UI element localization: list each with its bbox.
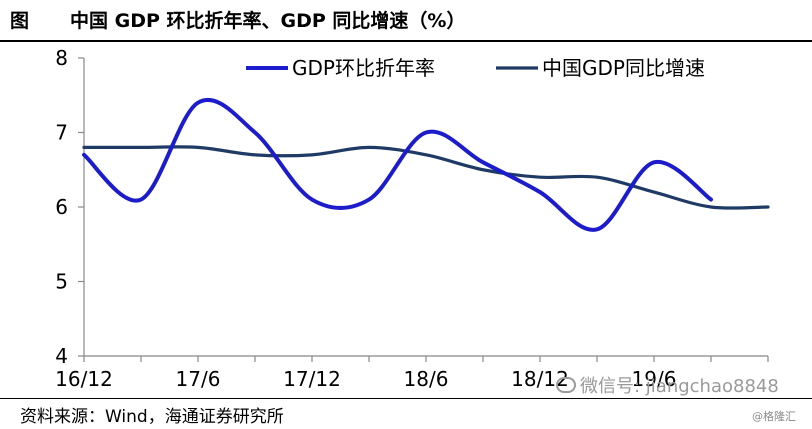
legend: GDP环比折年率 中国GDP同比增速 <box>246 56 705 80</box>
legend-label: GDP环比折年率 <box>292 56 435 80</box>
y-tick-label: 8 <box>55 46 68 70</box>
x-tick-label: 17/6 <box>176 367 221 391</box>
footer-divider <box>0 398 812 399</box>
legend-label: 中国GDP同比增速 <box>542 56 705 80</box>
title-divider <box>0 40 812 42</box>
chart-title: 中国 GDP 环比折年率、GDP 同比增速（%） <box>70 10 466 32</box>
y-tick-label: 6 <box>55 195 68 219</box>
series-layer <box>82 98 770 232</box>
y-tick-label: 5 <box>55 270 68 294</box>
x-axis: 16/12 17/6 17/12 18/6 18/12 19/6 <box>55 355 769 391</box>
series-line-gdp-qoq-annualized <box>82 98 713 232</box>
series-line-gdp-yoy <box>82 145 770 210</box>
x-tick-label: 18/6 <box>404 367 449 391</box>
watermark-sub: @格隆汇 <box>752 410 796 423</box>
wechat-icon <box>556 377 576 393</box>
y-tick-label: 4 <box>55 344 68 368</box>
figure-label: 图 <box>10 10 30 32</box>
source-note: 资料来源：Wind，海通证券研究所 <box>20 407 284 427</box>
watermark: 微信号: jiangchao8848 <box>556 372 779 398</box>
figure-header: 图 中国 GDP 环比折年率、GDP 同比增速（%） <box>0 0 812 36</box>
x-tick-label: 19/6 <box>632 367 677 391</box>
x-tick-label: 16/12 <box>55 367 113 391</box>
x-tick-label: 17/12 <box>283 367 341 391</box>
y-axis: 4 5 6 7 8 <box>55 46 85 368</box>
watermark-text: 微信号: jiangchao8848 <box>580 376 779 397</box>
y-tick-label: 7 <box>55 121 68 145</box>
